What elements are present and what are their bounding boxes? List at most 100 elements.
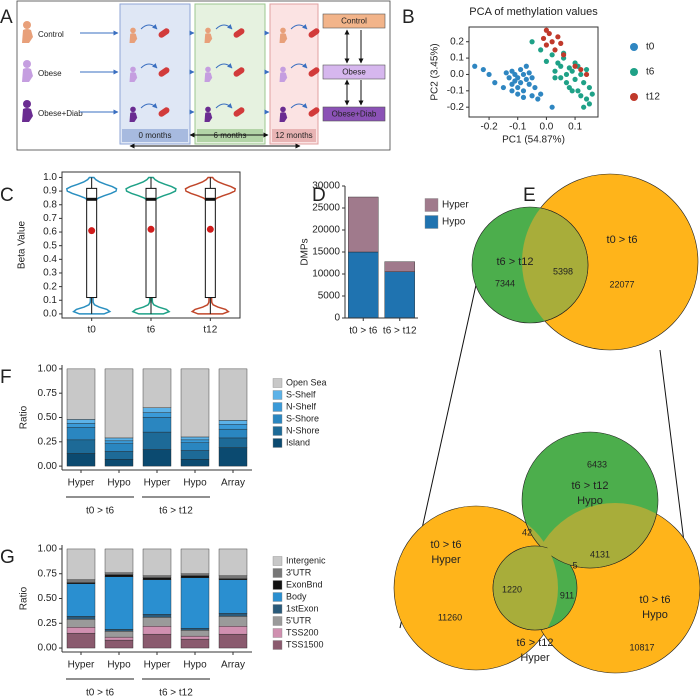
curved-arrow	[140, 63, 158, 69]
bar-segment	[66, 419, 96, 424]
person-icon	[205, 27, 211, 34]
y-axis-label: DMPs	[300, 238, 311, 265]
bar-segment	[142, 617, 172, 627]
point	[589, 91, 595, 97]
point	[529, 93, 535, 99]
bar-segment	[104, 636, 134, 641]
bar-segment	[66, 583, 96, 617]
bar-segment	[66, 616, 96, 620]
y-tick-label: 0	[334, 313, 340, 324]
person-icon	[280, 66, 286, 73]
person-icon	[23, 60, 31, 68]
bar-segment	[218, 428, 248, 439]
person-icon	[204, 72, 213, 82]
bar-segment	[180, 628, 210, 631]
bar-segment	[180, 548, 210, 574]
bar-segment	[180, 442, 210, 451]
legend-marker	[630, 68, 638, 76]
curved-arrow	[140, 103, 158, 109]
venn-circle	[530, 503, 659, 569]
point	[581, 104, 587, 110]
bar-segment	[180, 575, 210, 578]
legend-label: N-Shore	[286, 425, 320, 435]
point	[569, 88, 575, 94]
bar-segment	[218, 613, 248, 617]
venn-count: 10817	[629, 642, 654, 652]
bar-segment	[384, 271, 415, 319]
point	[558, 63, 564, 69]
y-tick-label: 0.50	[38, 593, 58, 604]
point	[515, 84, 521, 91]
bar-segment	[180, 638, 210, 649]
timepoint-label: 0 months	[139, 131, 172, 140]
person-icon	[205, 66, 211, 73]
point	[549, 104, 555, 110]
point	[538, 91, 544, 97]
point	[518, 66, 524, 73]
bar-segment	[66, 439, 96, 454]
venn-count: 4131	[590, 549, 610, 559]
point	[523, 76, 529, 82]
curved-arrow	[215, 63, 233, 69]
bar-segment	[218, 368, 248, 421]
legend-swatch	[272, 402, 283, 412]
point	[552, 68, 558, 74]
bar-segment	[104, 639, 134, 649]
person-icon	[22, 68, 33, 82]
x-tick-label: -0.2	[480, 122, 498, 133]
bar-segment	[180, 459, 210, 467]
point	[503, 70, 509, 76]
x-tick-label: Hypo	[107, 660, 131, 671]
y-tick-label: 0.25	[38, 436, 58, 447]
bar-segment	[66, 548, 96, 580]
y-axis-label: Ratio	[19, 586, 30, 610]
bar-segment	[218, 579, 248, 614]
pill	[158, 67, 170, 77]
point	[472, 63, 478, 69]
timepoint-label-box	[122, 129, 188, 142]
point	[529, 75, 535, 81]
bar-segment	[66, 427, 96, 441]
group-label: Obese+Diab	[38, 109, 83, 118]
legend-label: TSS200	[286, 627, 319, 637]
legend-swatch	[424, 198, 439, 212]
bar-segment	[142, 407, 172, 413]
bar-segment	[142, 449, 172, 467]
x-tick-label: Hypo	[183, 478, 207, 489]
bar-segment	[218, 616, 248, 627]
point	[555, 34, 561, 40]
point	[552, 75, 558, 81]
venn-count: 6433	[587, 459, 607, 469]
x-tick-label: t6 > t12	[383, 326, 417, 337]
bar-segment	[142, 633, 172, 649]
point	[563, 80, 570, 86]
panel-label: B	[402, 7, 415, 28]
plot-frame	[468, 26, 599, 118]
legend-label: t12	[646, 92, 660, 103]
mean	[88, 227, 96, 235]
group-label: Control	[38, 30, 64, 39]
timepoint-label-box	[272, 129, 316, 142]
y-tick-label: 0.00	[38, 643, 58, 654]
panel-label: G	[0, 547, 15, 568]
venn-count: 5398	[553, 266, 573, 276]
legend-label: 1stExon	[286, 603, 319, 613]
bar-segment	[104, 630, 134, 638]
outcome-label: Control	[341, 17, 367, 26]
bar-segment	[104, 443, 134, 452]
venn-set-label: t6 > t12	[571, 480, 608, 492]
venn-count: 1220	[502, 584, 522, 594]
bar-segment	[104, 629, 134, 632]
y-tick-label: 25000	[312, 203, 340, 214]
bar-segment	[104, 459, 134, 467]
person-icon	[205, 106, 211, 113]
point	[586, 101, 593, 107]
point	[515, 75, 521, 81]
point	[563, 71, 570, 78]
bar-segment	[180, 436, 210, 441]
x-tick-label: t12	[203, 325, 217, 336]
legend-swatch	[272, 580, 283, 590]
venn-set-label: t0 > t6	[607, 234, 638, 246]
legend-swatch	[272, 628, 283, 638]
bar-segment	[142, 614, 172, 618]
